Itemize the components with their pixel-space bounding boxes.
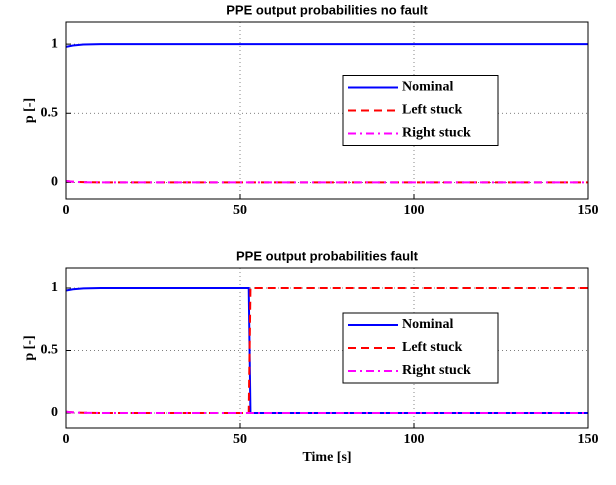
x-tick-label: 100 xyxy=(404,203,425,218)
x-tick-label: 0 xyxy=(63,432,70,447)
y-axis-label: p [-] xyxy=(22,98,37,123)
series-line xyxy=(65,180,588,184)
series-line xyxy=(65,43,588,48)
chart-title: PPE output probabilities fault xyxy=(236,248,419,263)
legend: Nominal Left stuck Right stuck xyxy=(342,75,499,146)
legend-label: Nominal xyxy=(402,80,453,95)
series-line xyxy=(65,410,588,414)
legend: Nominal Left stuck Right stuck xyxy=(342,312,499,384)
y-tick-label: 0 xyxy=(51,175,58,190)
plot-area xyxy=(66,22,588,199)
legend-label: Left stuck xyxy=(402,103,462,118)
legend-label: Left stuck xyxy=(402,340,462,355)
chart-title: PPE output probabilities no fault xyxy=(226,2,428,17)
axes-frame xyxy=(65,267,589,429)
x-tick-label: 50 xyxy=(233,203,247,218)
y-tick-label: 1 xyxy=(51,280,58,295)
y-tick-label: 0.5 xyxy=(41,343,59,358)
legend-label: Right stuck xyxy=(402,363,471,378)
x-tick-label: 0 xyxy=(63,203,70,218)
plot-area xyxy=(66,268,588,428)
x-tick-label: 150 xyxy=(578,203,599,218)
subplot: 0 50 100 150 0 0.5 1 PPE output probabilities n… xyxy=(22,2,598,218)
x-tick-label: 100 xyxy=(404,432,425,447)
x-axis-label: Time [s] xyxy=(302,450,351,465)
x-tick-label: 50 xyxy=(233,432,247,447)
x-tick-label: 150 xyxy=(578,432,599,447)
y-axis-label: p [-] xyxy=(22,335,37,360)
subplot: 0 50 100 150 0 0.5 1 PPE output probabilities f… xyxy=(22,248,598,465)
y-tick-label: 0 xyxy=(51,405,58,420)
legend-label: Right stuck xyxy=(402,126,471,141)
legend-label: Nominal xyxy=(402,317,453,332)
axes-frame xyxy=(65,21,589,200)
y-tick-label: 0.5 xyxy=(41,105,59,120)
y-tick-label: 1 xyxy=(51,36,58,51)
